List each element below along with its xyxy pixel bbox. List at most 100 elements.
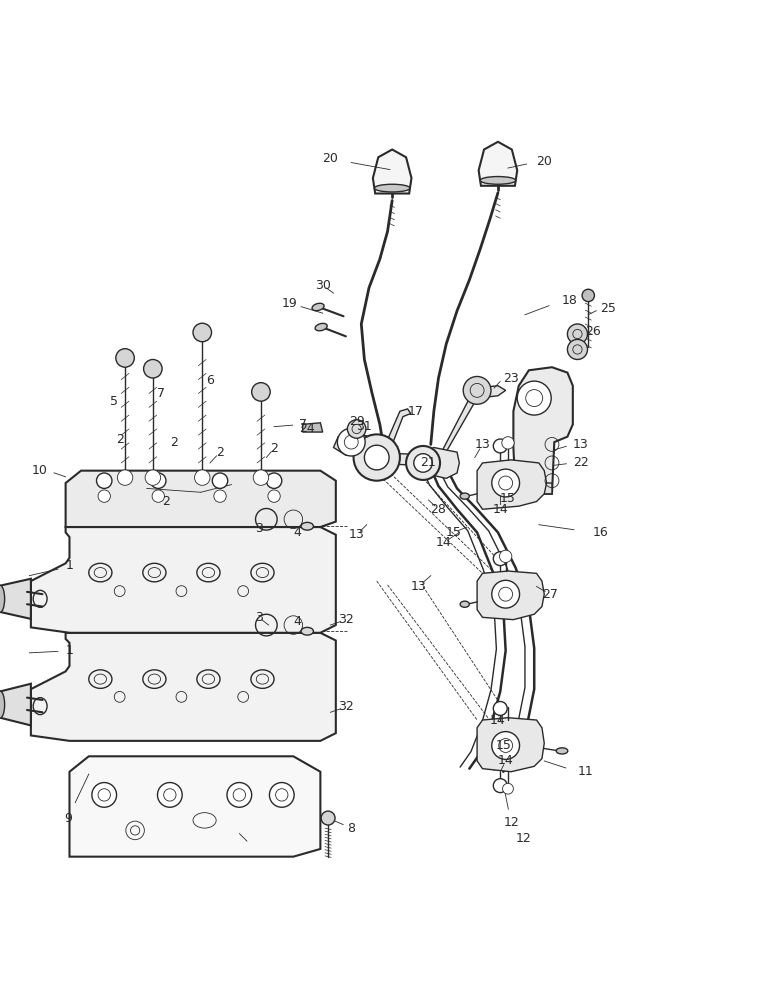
Circle shape: [98, 490, 110, 502]
Circle shape: [268, 490, 280, 502]
Text: 18: 18: [562, 294, 578, 307]
Text: 24: 24: [300, 422, 315, 435]
Text: 19: 19: [282, 297, 297, 310]
Polygon shape: [69, 756, 320, 857]
Text: 14: 14: [436, 536, 452, 549]
Polygon shape: [513, 367, 573, 494]
Ellipse shape: [460, 493, 469, 499]
Circle shape: [517, 381, 551, 415]
Text: 26: 26: [585, 325, 601, 338]
Circle shape: [164, 789, 176, 801]
Text: 1: 1: [66, 644, 73, 657]
Circle shape: [252, 383, 270, 401]
Text: 14: 14: [498, 754, 513, 767]
Text: 13: 13: [411, 580, 426, 593]
Circle shape: [492, 469, 520, 497]
Ellipse shape: [480, 177, 516, 184]
Text: 20: 20: [537, 155, 553, 168]
Polygon shape: [0, 684, 31, 725]
Text: 31: 31: [357, 420, 372, 433]
Text: 17: 17: [408, 405, 423, 418]
Circle shape: [253, 470, 269, 485]
Text: 4: 4: [293, 526, 301, 539]
Ellipse shape: [374, 184, 410, 192]
Circle shape: [414, 454, 432, 472]
Text: 6: 6: [206, 374, 214, 387]
Text: 27: 27: [542, 588, 557, 601]
Circle shape: [364, 445, 389, 470]
Circle shape: [96, 473, 112, 488]
Circle shape: [502, 437, 514, 449]
Polygon shape: [66, 471, 336, 527]
Circle shape: [152, 490, 164, 502]
Text: 28: 28: [431, 503, 446, 516]
Text: 13: 13: [349, 528, 364, 541]
Text: 2: 2: [170, 436, 178, 449]
Circle shape: [337, 428, 365, 456]
Circle shape: [493, 439, 507, 453]
Text: 21: 21: [421, 456, 436, 469]
Circle shape: [354, 434, 400, 481]
Text: 16: 16: [593, 526, 608, 539]
Circle shape: [116, 349, 134, 367]
Circle shape: [499, 550, 512, 563]
Text: 7: 7: [157, 387, 164, 400]
Text: 13: 13: [573, 438, 588, 451]
Circle shape: [266, 473, 282, 488]
Polygon shape: [373, 150, 411, 194]
Text: 12: 12: [516, 832, 531, 845]
Text: 2: 2: [270, 442, 278, 455]
Circle shape: [269, 783, 294, 807]
Text: 20: 20: [323, 152, 338, 165]
Polygon shape: [479, 142, 517, 186]
Ellipse shape: [0, 585, 5, 612]
Ellipse shape: [312, 303, 324, 311]
Polygon shape: [31, 527, 336, 633]
Circle shape: [195, 470, 210, 485]
Circle shape: [233, 789, 245, 801]
Circle shape: [214, 490, 226, 502]
Circle shape: [144, 359, 162, 378]
Ellipse shape: [315, 323, 327, 331]
Polygon shape: [477, 571, 544, 620]
Polygon shape: [421, 448, 459, 478]
Text: 32: 32: [338, 613, 354, 626]
Text: 3: 3: [255, 611, 262, 624]
Text: 23: 23: [503, 372, 519, 385]
Text: 15: 15: [496, 739, 511, 752]
Polygon shape: [516, 483, 552, 494]
Text: 7: 7: [299, 418, 306, 431]
Text: 9: 9: [64, 812, 72, 825]
Circle shape: [582, 289, 594, 302]
Circle shape: [347, 420, 366, 438]
Text: 12: 12: [503, 816, 519, 829]
Polygon shape: [477, 460, 547, 509]
Ellipse shape: [321, 811, 335, 825]
Circle shape: [493, 701, 507, 715]
Text: 2: 2: [116, 433, 124, 446]
Ellipse shape: [301, 627, 313, 635]
Text: 14: 14: [493, 503, 508, 516]
Text: 13: 13: [475, 438, 490, 451]
Ellipse shape: [301, 522, 313, 530]
Text: 8: 8: [347, 822, 355, 835]
Circle shape: [92, 783, 117, 807]
Text: 5: 5: [110, 395, 118, 408]
Polygon shape: [303, 423, 323, 432]
Circle shape: [492, 580, 520, 608]
Text: 1: 1: [66, 559, 73, 572]
Circle shape: [503, 783, 513, 794]
Circle shape: [567, 324, 587, 344]
Circle shape: [493, 779, 507, 793]
Circle shape: [117, 470, 133, 485]
Text: 32: 32: [338, 700, 354, 713]
Polygon shape: [31, 633, 336, 741]
Polygon shape: [382, 409, 411, 455]
Polygon shape: [357, 452, 442, 466]
Circle shape: [406, 446, 440, 480]
Circle shape: [193, 323, 212, 342]
Text: 2: 2: [216, 446, 224, 459]
Text: 14: 14: [490, 714, 506, 727]
Circle shape: [463, 376, 491, 404]
Circle shape: [493, 552, 507, 566]
